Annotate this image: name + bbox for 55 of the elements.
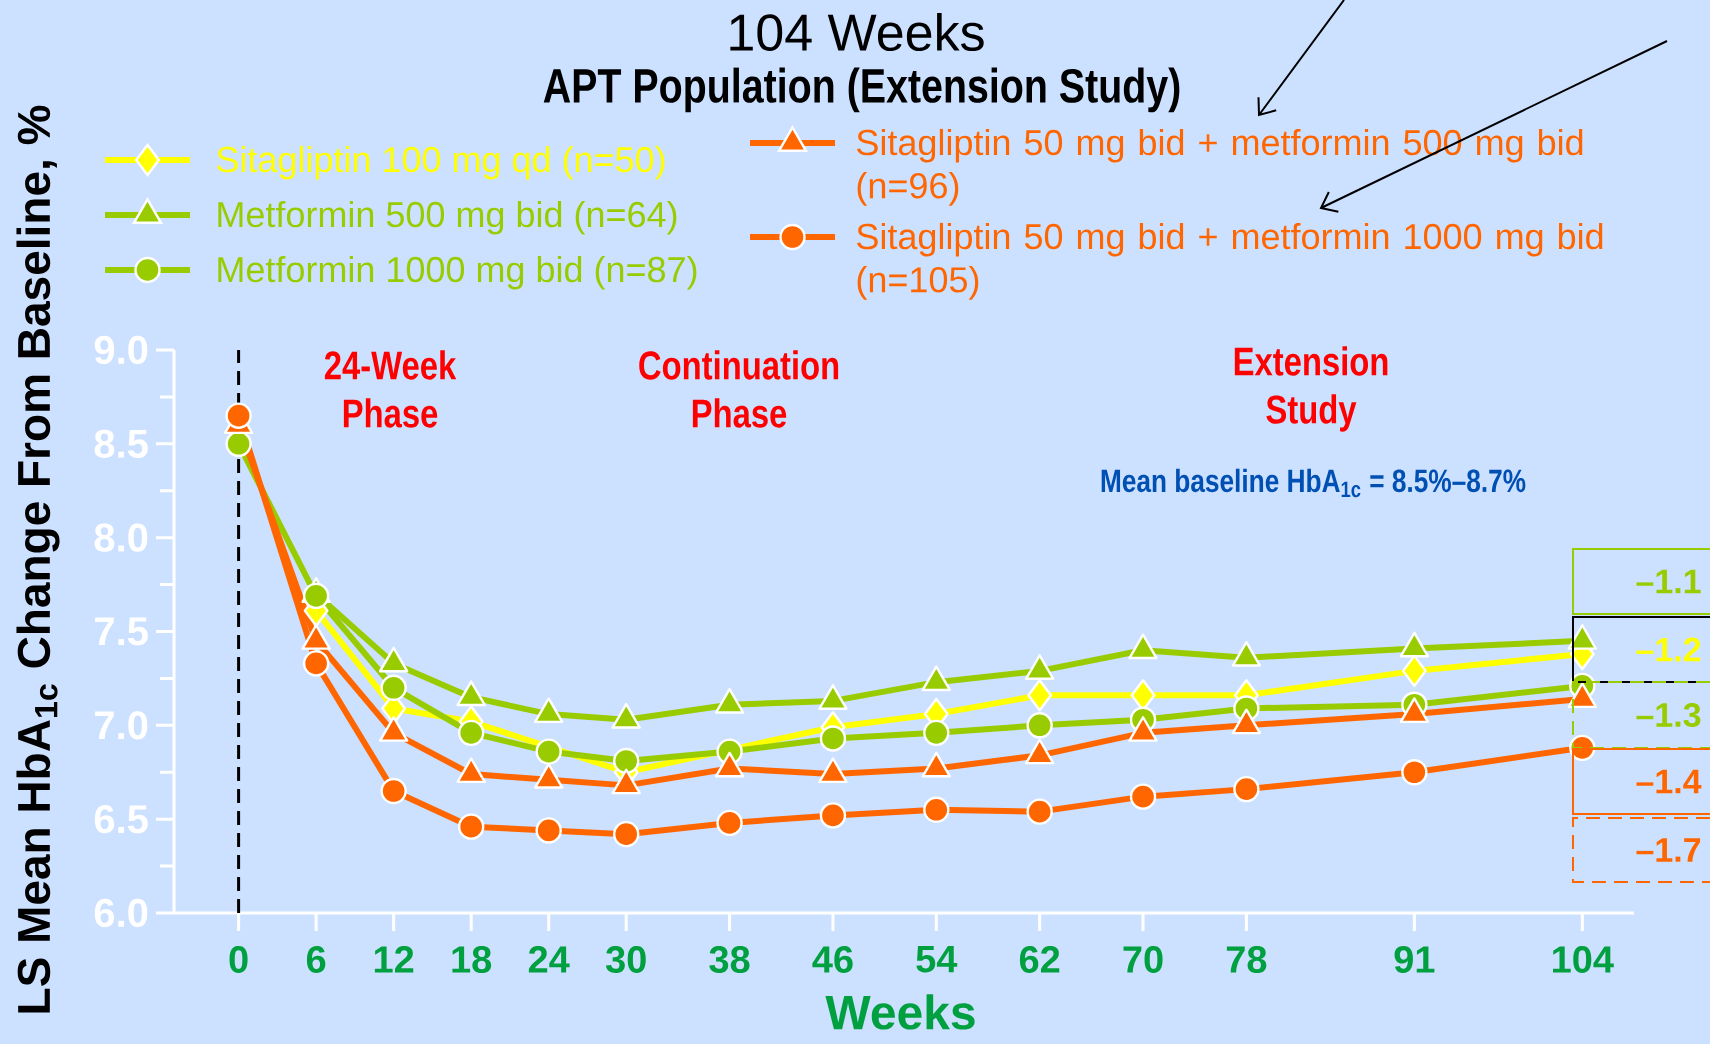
text: –1.1 [1636, 569, 1701, 594]
x-tick-label: 91 [1394, 946, 1435, 973]
annotation: Extension Study [1234, 346, 1388, 432]
x-tick-label: 62 [1019, 946, 1060, 973]
chart-title: 104 Weeks [730, 12, 984, 52]
annotation: 24-Week Phase [324, 350, 457, 428]
point [457, 813, 485, 840]
x-tick-label: 70 [1123, 946, 1163, 973]
point [302, 650, 330, 677]
point [535, 738, 562, 765]
x-tick-label: 6 [306, 946, 326, 973]
x-tick-label: 24 [528, 946, 570, 973]
point [613, 820, 640, 848]
point [1027, 679, 1053, 712]
point [819, 802, 847, 829]
x-tick-label: 0 [229, 946, 248, 973]
legend-label: Metformin 1000 mg bid (n=87) [218, 255, 697, 290]
point [302, 582, 330, 610]
x-tick-label: 18 [452, 946, 492, 973]
x-tick-label: 104 [1553, 946, 1614, 973]
legend-label: Sitagliptin 50 mg bid + metformin 1000 mg bid (n=105) [857, 222, 1603, 300]
chart-subtitle: APT Population (Extension Study) [543, 67, 1180, 113]
point [535, 817, 562, 844]
point [457, 719, 485, 747]
point [1026, 798, 1053, 825]
point [1401, 654, 1427, 688]
x-tick-label: 30 [605, 946, 646, 974]
point [819, 725, 847, 752]
legend-label: Metformin 500 mg bid (n=64) [218, 200, 677, 235]
point [716, 809, 743, 837]
x-tick-label: 54 [916, 946, 958, 973]
text: –1.4 [1636, 769, 1702, 794]
point [613, 747, 640, 775]
point [1129, 783, 1157, 810]
text: –1.7 [1636, 838, 1701, 862]
x-tick-label: 46 [812, 946, 853, 973]
x-tick-label: 78 [1226, 946, 1267, 973]
point [225, 402, 252, 429]
x-tick-label: 12 [374, 946, 414, 973]
text: –1.2 [1636, 637, 1701, 662]
legend-label: Sitagliptin 50 mg bid + metformin 500 mg bid (n=96) [857, 128, 1583, 206]
point [380, 777, 407, 805]
text: –1.3 [1636, 702, 1701, 728]
point [1026, 712, 1053, 739]
annotation: Mean baseline HbA$_{1c}$ = 8.5%–8.7% [1101, 468, 1526, 498]
y-axis-title: LS Mean HbA$_{1c}$ Change From Baseline, % [16, 105, 60, 1013]
x-tick-label: 38 [709, 946, 750, 974]
annotation: Continuation Phase [639, 350, 839, 428]
point [1233, 775, 1260, 803]
point [380, 674, 407, 701]
point [1401, 759, 1428, 786]
legend-label: Sitagliptin 100 mg qd (n=50) [217, 145, 665, 180]
point [923, 719, 950, 747]
x-axis-title: Weeks [825, 994, 975, 1030]
point [923, 796, 950, 823]
